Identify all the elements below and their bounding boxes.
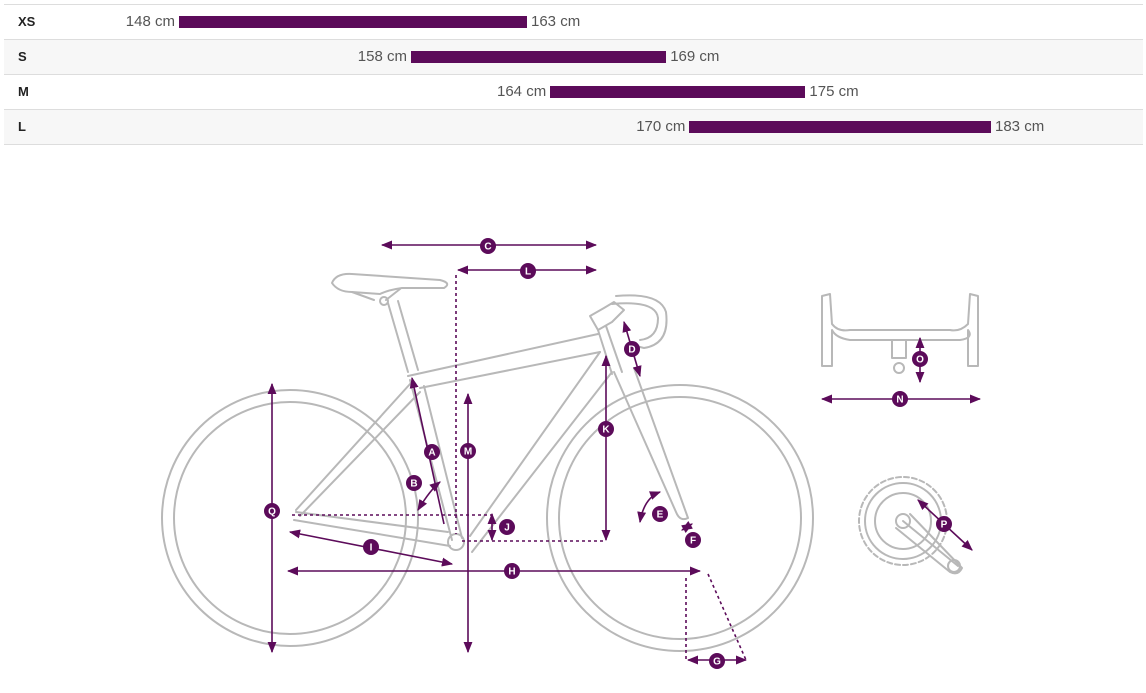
svg-text:J: J — [504, 523, 510, 534]
marker-o: O — [912, 351, 928, 367]
dimension-lines — [267, 240, 982, 665]
fork — [613, 367, 689, 521]
saddle — [331, 272, 449, 295]
svg-text:F: F — [690, 536, 696, 547]
seatpost — [387, 300, 419, 373]
marker-e: E — [652, 506, 668, 522]
marker-c: C — [480, 238, 496, 254]
seat-tube — [409, 379, 463, 541]
svg-text:N: N — [896, 395, 903, 406]
marker-i: I — [363, 539, 379, 555]
size-max-height: 163 cm — [531, 13, 581, 30]
svg-text:I: I — [370, 543, 373, 554]
size-range-bar — [550, 86, 806, 98]
size-row-s: S 158 cm 169 cm — [4, 39, 1143, 74]
front-wheel — [546, 384, 814, 652]
svg-text:H: H — [508, 567, 515, 578]
svg-text:L: L — [525, 267, 531, 278]
svg-text:O: O — [916, 355, 924, 366]
handlebar-front-view — [821, 293, 979, 374]
size-max-height: 169 cm — [670, 48, 720, 65]
svg-text:P: P — [941, 520, 948, 531]
svg-text:Q: Q — [268, 507, 276, 518]
marker-f: F — [685, 532, 701, 548]
top-tube — [407, 333, 601, 389]
size-label: M — [18, 84, 29, 99]
marker-k: K — [598, 421, 614, 437]
marker-d: D — [624, 341, 640, 357]
svg-text:B: B — [410, 479, 417, 490]
marker-l: L — [520, 263, 536, 279]
svg-text:E: E — [657, 510, 664, 521]
svg-text:K: K — [602, 425, 610, 436]
svg-text:C: C — [484, 242, 491, 253]
stem — [589, 301, 625, 331]
size-row-xs: XS 148 cm 163 cm — [4, 4, 1143, 39]
marker-q: Q — [264, 503, 280, 519]
handlebar-side — [615, 294, 668, 349]
size-range-bar — [179, 16, 527, 28]
size-min-height: 170 cm — [636, 118, 686, 135]
size-chart: XS 148 cm 163 cm S 158 cm 169 cm M 164 c… — [4, 4, 1143, 145]
marker-m: M — [460, 443, 476, 459]
rear-wheel — [161, 389, 419, 647]
svg-text:A: A — [428, 448, 435, 459]
size-max-height: 183 cm — [995, 118, 1045, 135]
size-max-height: 175 cm — [809, 83, 859, 100]
size-range-bar — [411, 51, 667, 63]
marker-p: P — [936, 516, 952, 532]
bike-geometry-diagram: C L D O N K A M B Q E P J F I H G — [161, 238, 982, 669]
seat-stay — [295, 383, 421, 517]
size-row-l: L 170 cm 183 cm — [4, 109, 1143, 145]
bottom-bracket — [447, 533, 465, 551]
size-row-m: M 164 cm 175 cm — [4, 74, 1143, 109]
size-label: XS — [18, 14, 36, 29]
marker-b: B — [406, 475, 422, 491]
marker-a: A — [424, 444, 440, 460]
marker-n: N — [892, 391, 908, 407]
geometry-markers: C L D O N K A M B Q E P J F I H G — [264, 238, 952, 669]
size-min-height: 148 cm — [125, 13, 175, 30]
size-min-height: 164 cm — [497, 83, 547, 100]
marker-h: H — [504, 563, 520, 579]
marker-g: G — [709, 653, 725, 669]
svg-text:M: M — [464, 447, 472, 458]
bike-frame-drawing — [161, 272, 979, 652]
svg-text:D: D — [628, 345, 635, 356]
size-range-bar — [689, 121, 991, 133]
size-min-height: 158 cm — [357, 48, 407, 65]
head-tube — [597, 325, 623, 375]
marker-j: J — [499, 519, 515, 535]
svg-text:G: G — [713, 657, 721, 668]
size-label: L — [18, 119, 26, 134]
size-label: S — [18, 49, 27, 64]
